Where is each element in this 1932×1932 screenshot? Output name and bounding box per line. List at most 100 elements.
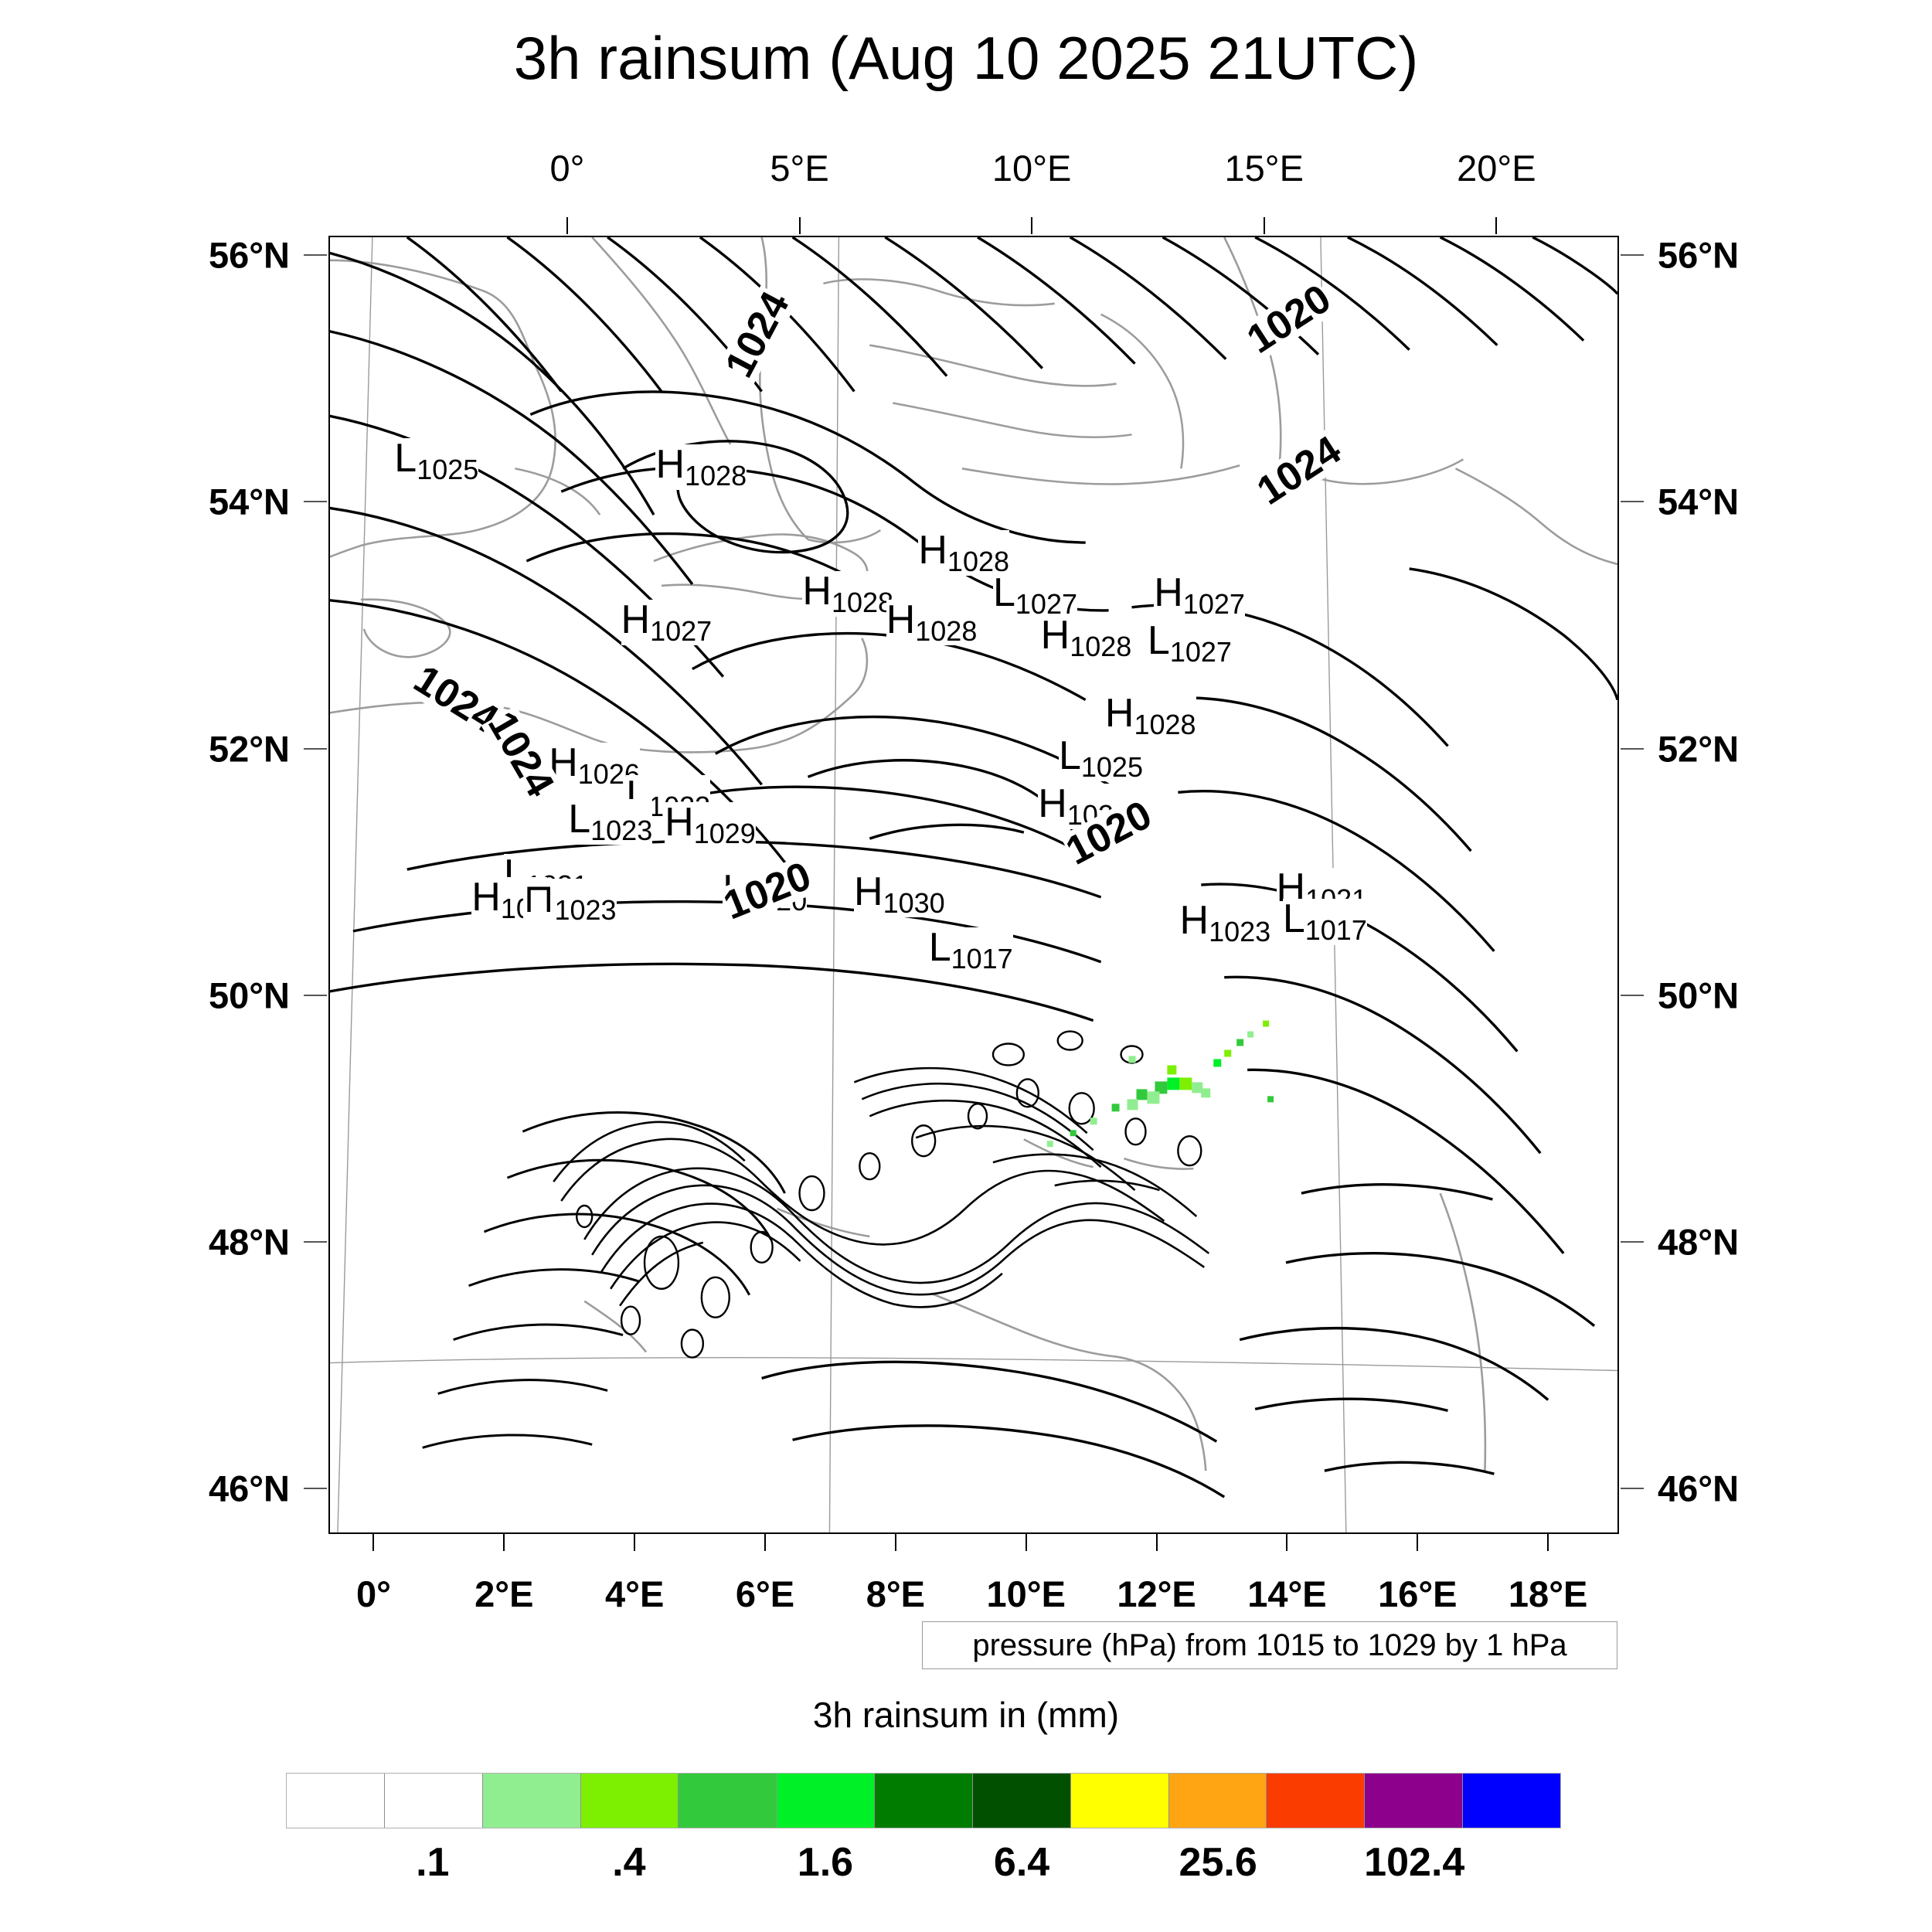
axis-label-right-0: 56°N [1658, 234, 1739, 277]
page-title: 3h rainsum (Aug 10 2025 21UTC) [0, 23, 1932, 94]
colorbar-segment-5 [777, 1774, 875, 1828]
pressure-center-symbol: H [621, 597, 651, 642]
pressure-center-symbol: L [568, 797, 590, 842]
axis-tick-bottom-6 [1156, 1534, 1158, 1551]
pressure-center-symbol: H [471, 875, 501, 920]
colorbar-title: 3h rainsum in (mm) [0, 1694, 1932, 1736]
axis-tick-left-3 [304, 995, 327, 996]
pressure-center-l-11: L1025 [1059, 736, 1143, 781]
pressure-center-l-25: L1017 [1283, 899, 1367, 944]
pressure-center-h-6: H1027 [621, 600, 713, 645]
axis-label-left-0: 56°N [209, 234, 290, 277]
axis-tick-left-1 [304, 501, 327, 502]
axis-label-top-0: 0° [549, 147, 584, 189]
axis-tick-right-5 [1621, 1488, 1644, 1489]
axis-label-bottom-8: 16°E [1378, 1573, 1457, 1615]
pressure-center-value: 1023 [590, 815, 652, 846]
axis-tick-bottom-5 [1026, 1534, 1027, 1551]
axis-label-bottom-9: 18°E [1509, 1573, 1587, 1615]
pressure-center-value: 1028 [915, 615, 977, 647]
colorbar-tick-4: 25.6 [1179, 1839, 1257, 1886]
axis-label-left-5: 46°N [209, 1468, 290, 1510]
axis-label-right-5: 46°N [1658, 1468, 1739, 1510]
pressure-center-⊓-19: ⊓1023 [523, 879, 617, 924]
pressure-center-value: 1028 [1134, 709, 1196, 740]
pressure-center-symbol: L [929, 925, 951, 970]
axis-label-bottom-7: 14°E [1247, 1573, 1326, 1615]
pressure-center-value: 1023 [554, 894, 616, 926]
pressure-center-value: 1017 [1305, 915, 1367, 947]
colorbar-tick-labels: .1 .4 1.6 6.4 25.6 102.4 [286, 1839, 1561, 1893]
colorbar-tick-3: 6.4 [994, 1839, 1049, 1886]
axis-tick-right-2 [1621, 748, 1644, 750]
pressure-center-h-1: H1028 [655, 444, 747, 490]
colorbar-segment-10 [1267, 1774, 1365, 1828]
axis-tick-bottom-2 [634, 1534, 635, 1551]
pressure-center-symbol: H [918, 528, 947, 573]
axis-tick-left-0 [304, 254, 327, 256]
axis-tick-top-0 [566, 217, 568, 234]
axis-tick-bottom-1 [503, 1534, 505, 1551]
pressure-center-value: 1017 [951, 943, 1013, 975]
pressure-center-h-7: H1028 [886, 600, 978, 645]
pressure-center-h-3: H1028 [802, 571, 893, 617]
pressure-center-symbol: H [1041, 613, 1070, 658]
weather-map-page: 3h rainsum (Aug 10 2025 21UTC) [0, 0, 1932, 1932]
pressure-center-l-14: L1023 [568, 799, 652, 845]
axis-label-bottom-4: 8°E [866, 1573, 925, 1615]
axis-label-left-3: 50°N [209, 974, 290, 1016]
colorbar-tick-1: .4 [612, 1839, 645, 1886]
pressure-center-symbol: H [655, 442, 685, 487]
axis-tick-right-4 [1621, 1241, 1644, 1243]
colorbar-segment-11 [1365, 1774, 1463, 1828]
axis-label-left-4: 48°N [209, 1221, 290, 1264]
pressure-center-h-21: H1030 [854, 872, 945, 917]
axis-label-top-1: 5°E [770, 147, 828, 189]
pressure-center-l-9: L1027 [1148, 621, 1232, 666]
pressure-center-value: 1028 [1070, 631, 1131, 662]
pressure-center-h-8: H1028 [1041, 615, 1132, 661]
pressure-center-symbol: H [886, 597, 916, 642]
axis-tick-left-5 [304, 1488, 327, 1489]
pressure-center-l-22: L1017 [929, 927, 1013, 973]
pressure-center-value: 1028 [832, 587, 893, 618]
axis-tick-top-1 [799, 217, 801, 234]
pressure-center-h-5: H1027 [1154, 573, 1245, 618]
pressure-center-l-0: L1025 [394, 438, 478, 484]
axis-tick-bottom-3 [764, 1534, 766, 1551]
pressure-center-symbol: H [854, 869, 883, 914]
colorbar-segment-12 [1463, 1774, 1560, 1828]
pressure-center-h-23: H1023 [1180, 900, 1271, 946]
axis-tick-left-2 [304, 748, 327, 750]
axis-label-bottom-5: 10°E [987, 1573, 1066, 1615]
axis-tick-top-3 [1264, 217, 1265, 234]
colorbar-tick-5: 102.4 [1364, 1839, 1464, 1886]
pressure-legend-text: pressure (hPa) from 1015 to 1029 by 1 hP… [972, 1628, 1566, 1663]
pressure-center-symbol: H [1105, 691, 1134, 736]
axis-label-right-4: 48°N [1658, 1221, 1739, 1264]
pressure-center-value: 1029 [694, 818, 756, 849]
axis-tick-bottom-7 [1286, 1534, 1287, 1551]
pressure-center-symbol: H [1180, 898, 1209, 943]
axis-label-top-2: 10°E [992, 147, 1071, 189]
axis-tick-top-4 [1495, 217, 1497, 234]
axis-label-bottom-2: 4°E [605, 1573, 664, 1615]
pressure-center-symbol: H [1038, 781, 1067, 826]
pressure-center-value: 1027 [1170, 636, 1232, 668]
colorbar-tick-0: .1 [416, 1839, 449, 1886]
pressure-center-symbol: L [1148, 618, 1170, 663]
axis-label-left-1: 54°N [209, 481, 290, 523]
axis-tick-bottom-4 [895, 1534, 896, 1551]
colorbar-segment-3 [581, 1774, 679, 1828]
pressure-center-h-2: H1028 [918, 530, 1009, 576]
axis-label-top-4: 20°E [1457, 147, 1536, 189]
colorbar-tick-2: 1.6 [798, 1839, 853, 1886]
colorbar-segment-0 [287, 1774, 385, 1828]
pressure-center-symbol: ⊓ [523, 876, 555, 921]
axis-label-bottom-6: 12°E [1117, 1573, 1196, 1615]
pressure-center-value: 1023 [1209, 916, 1270, 947]
axis-label-bottom-1: 2°E [474, 1573, 533, 1615]
axis-tick-bottom-8 [1417, 1534, 1418, 1551]
colorbar-segment-6 [875, 1774, 973, 1828]
axis-label-right-1: 54°N [1658, 481, 1739, 523]
